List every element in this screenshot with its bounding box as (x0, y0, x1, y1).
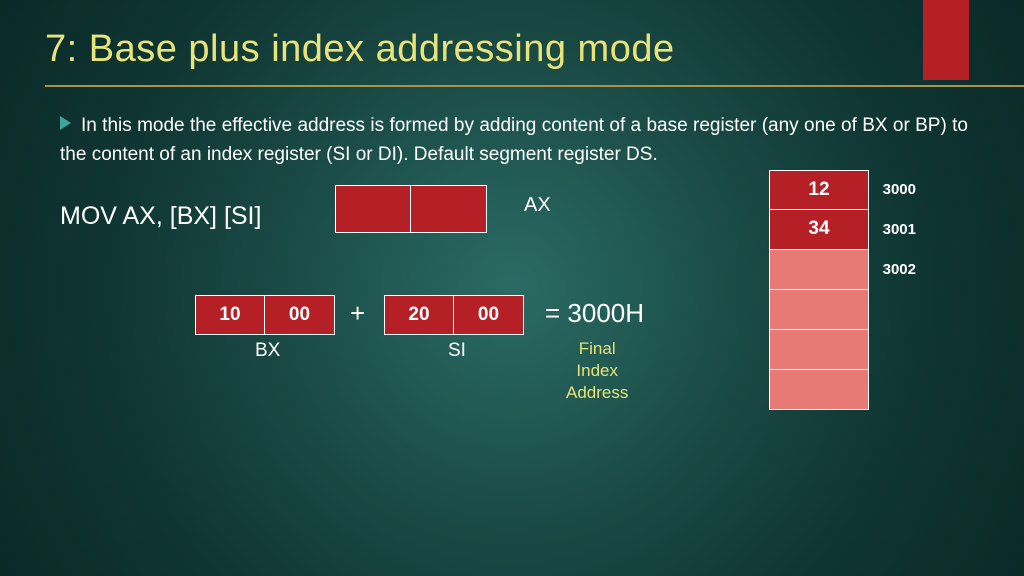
si-register: 20 00 (384, 295, 524, 335)
bx-register: 10 00 (195, 295, 335, 335)
mem-cell-4 (769, 330, 869, 370)
bx-high-cell: 10 (195, 295, 265, 335)
si-low-cell: 00 (454, 295, 524, 335)
si-label: SI (448, 340, 466, 362)
mem-cell-2 (769, 250, 869, 290)
addr-2: 3002 (883, 261, 916, 278)
diagram-area: MOV AX, [BX] [SI] AX 10 00 BX + 20 00 SI… (0, 170, 1024, 530)
final-line-1: Final (579, 339, 616, 358)
mem-cell-5 (769, 370, 869, 410)
bullet-text: In this mode the effective address is fo… (60, 115, 968, 165)
title-region: 7: Base plus index addressing mode (0, 0, 1024, 87)
bx-low-cell: 00 (265, 295, 335, 335)
final-index-address-label: Final Index Address (566, 338, 628, 404)
final-line-3: Address (566, 383, 628, 402)
addr-0: 3000 (883, 181, 916, 198)
ax-high-cell (335, 185, 411, 233)
si-high-cell: 20 (384, 295, 454, 335)
mem-cell-3 (769, 290, 869, 330)
addr-1: 3001 (883, 221, 916, 238)
slide-title: 7: Base plus index addressing mode (45, 28, 979, 71)
bullet-paragraph: In this mode the effective address is fo… (0, 87, 1024, 170)
mem-cell-1: 34 (769, 210, 869, 250)
result-text: = 3000H (545, 298, 644, 329)
final-line-2: Index (576, 361, 618, 380)
ax-label: AX (524, 194, 551, 217)
ax-register (335, 185, 487, 233)
ax-low-cell (411, 185, 487, 233)
mov-instruction: MOV AX, [BX] [SI] (60, 202, 261, 231)
bullet-arrow-icon (60, 116, 71, 130)
mem-cell-0: 12 (769, 170, 869, 210)
memory-column: 12 34 (769, 170, 869, 410)
plus-sign: + (350, 298, 365, 329)
bx-label: BX (255, 340, 280, 362)
